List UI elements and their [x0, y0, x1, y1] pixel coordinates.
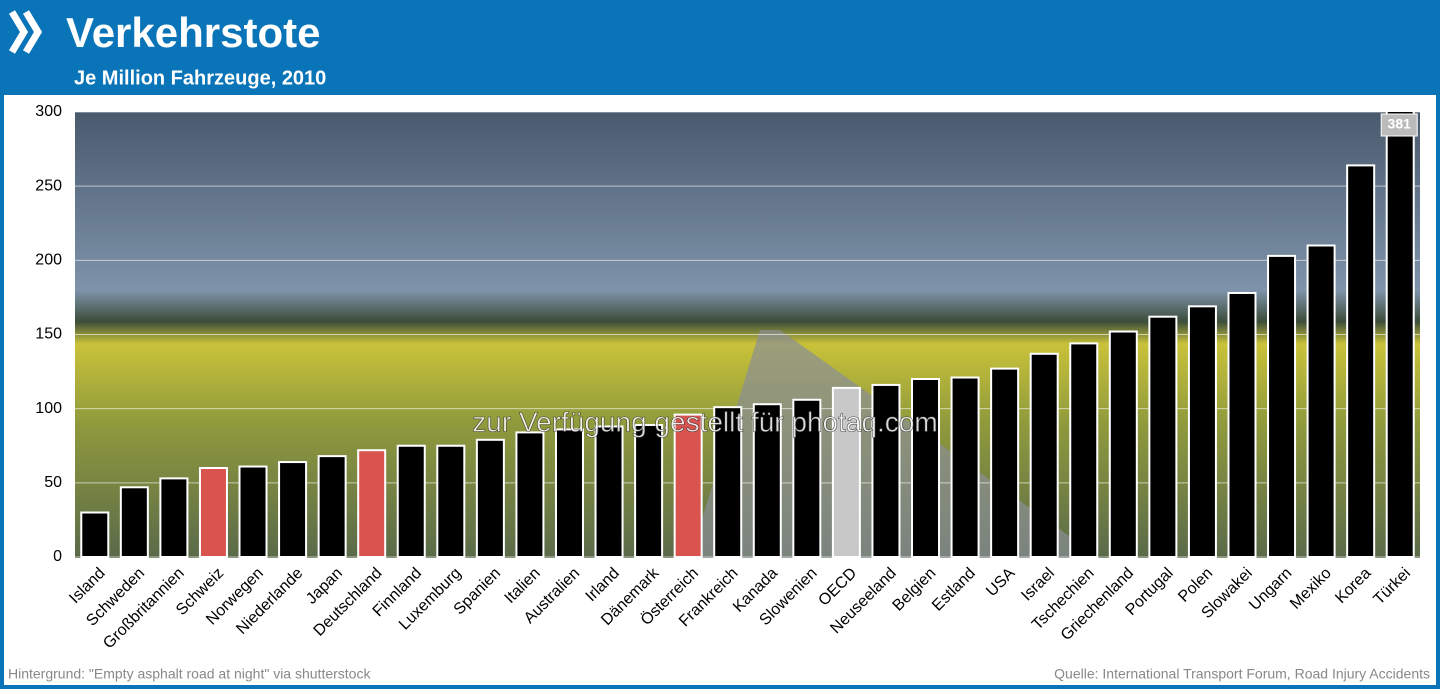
chart-subtitle: Je Million Fahrzeuge, 2010 [74, 67, 326, 89]
bar [159, 477, 189, 558]
value-label: 381 [1388, 116, 1412, 132]
y-tick-label: 250 [35, 177, 62, 194]
bar [713, 406, 743, 558]
plot [75, 112, 1420, 558]
bar [1069, 342, 1099, 558]
bar [1306, 244, 1336, 558]
bar [1108, 330, 1138, 558]
bar [396, 444, 426, 558]
bar [752, 403, 782, 558]
bar [1385, 112, 1415, 558]
bar [1227, 291, 1257, 558]
watermark: zur Verfügung gestellt für photaq.com [472, 406, 937, 437]
bar [673, 413, 703, 558]
bar [80, 511, 110, 558]
bar [1148, 315, 1178, 558]
y-tick-label: 200 [35, 252, 62, 269]
bar [792, 398, 822, 558]
y-tick-label: 300 [35, 103, 62, 120]
bar [317, 455, 347, 558]
bar [1029, 352, 1059, 558]
value-label-box [1380, 113, 1418, 137]
bar [594, 425, 624, 558]
bar [278, 461, 308, 558]
bar [634, 423, 664, 558]
bar [911, 378, 941, 558]
bar [831, 386, 861, 558]
bar [475, 438, 505, 558]
chart-title: Verkehrstote [66, 9, 320, 56]
source-right: Quelle: International Transport Forum, R… [1054, 666, 1430, 682]
bar [1187, 305, 1217, 558]
bar [436, 444, 466, 558]
logo [8, 10, 43, 54]
bar [871, 383, 901, 558]
y-tick-label: 0 [53, 548, 62, 565]
bar [515, 431, 545, 558]
bar [357, 449, 387, 558]
bar [198, 467, 228, 558]
bar [1346, 164, 1376, 558]
y-tick-label: 150 [35, 326, 62, 343]
source-left: Hintergrund: "Empty asphalt road at nigh… [8, 666, 371, 682]
bar [238, 465, 268, 558]
bar [119, 486, 149, 558]
bar [990, 367, 1020, 558]
bar [1267, 254, 1297, 558]
y-tick-label: 100 [35, 400, 62, 417]
y-tick-label: 50 [44, 474, 62, 491]
bar [950, 376, 980, 558]
bar [554, 428, 584, 558]
